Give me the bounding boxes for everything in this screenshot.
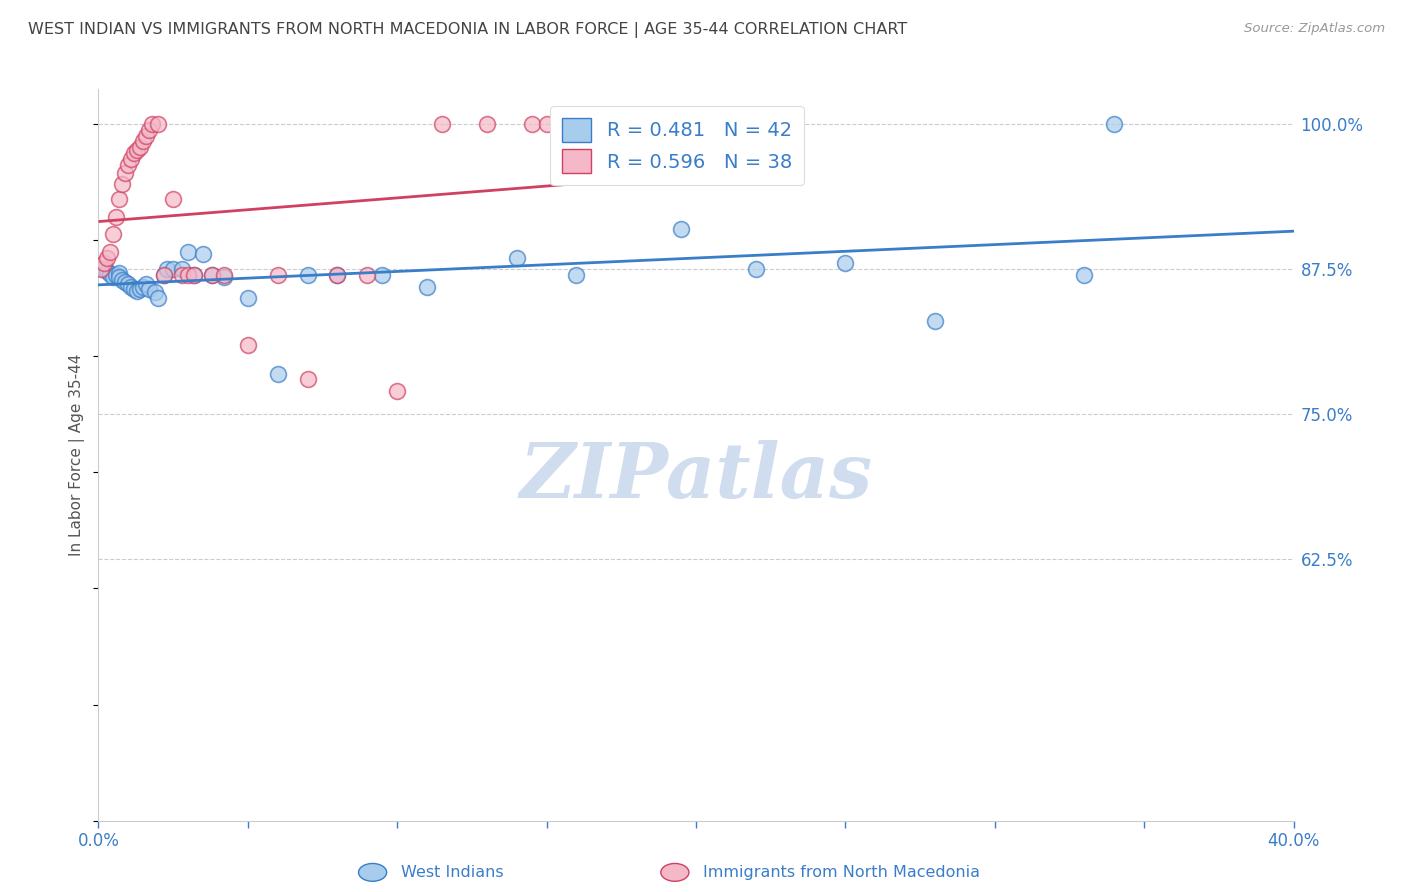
Text: ZIPatlas: ZIPatlas bbox=[519, 440, 873, 514]
Point bbox=[550, 117, 572, 131]
Point bbox=[105, 210, 128, 224]
Point bbox=[103, 227, 125, 242]
Point bbox=[120, 152, 142, 166]
Point bbox=[135, 128, 157, 143]
Text: West Indians: West Indians bbox=[401, 865, 503, 880]
Point bbox=[96, 264, 118, 278]
Point bbox=[183, 268, 205, 282]
Point bbox=[93, 256, 115, 270]
Point bbox=[138, 123, 160, 137]
Point bbox=[669, 221, 692, 235]
Point bbox=[326, 268, 349, 282]
Point bbox=[129, 140, 152, 154]
Point bbox=[745, 262, 768, 277]
Point bbox=[177, 244, 200, 259]
Point bbox=[124, 146, 146, 161]
Point bbox=[138, 282, 160, 296]
Point bbox=[506, 251, 529, 265]
Point bbox=[108, 270, 131, 285]
Point bbox=[236, 337, 259, 351]
Point bbox=[371, 268, 394, 282]
Point bbox=[201, 268, 224, 282]
Point bbox=[100, 244, 122, 259]
Point bbox=[132, 279, 155, 293]
Point bbox=[267, 367, 290, 381]
Point bbox=[475, 117, 498, 131]
Text: Source: ZipAtlas.com: Source: ZipAtlas.com bbox=[1244, 22, 1385, 36]
Point bbox=[117, 277, 139, 292]
Point bbox=[153, 268, 176, 282]
Point bbox=[356, 268, 378, 282]
Point bbox=[96, 251, 118, 265]
Point bbox=[100, 267, 122, 281]
Point bbox=[108, 193, 131, 207]
Point bbox=[141, 117, 163, 131]
Point bbox=[183, 268, 205, 282]
Text: WEST INDIAN VS IMMIGRANTS FROM NORTH MACEDONIA IN LABOR FORCE | AGE 35-44 CORREL: WEST INDIAN VS IMMIGRANTS FROM NORTH MAC… bbox=[28, 22, 907, 38]
Point bbox=[93, 262, 115, 277]
Point bbox=[143, 285, 166, 300]
Point bbox=[177, 268, 200, 282]
Point bbox=[132, 135, 155, 149]
Point bbox=[114, 275, 136, 289]
Point bbox=[120, 279, 142, 293]
Point bbox=[172, 268, 194, 282]
Point bbox=[148, 291, 170, 305]
Point bbox=[90, 262, 112, 277]
Point bbox=[111, 178, 134, 192]
Point bbox=[297, 372, 319, 386]
Point bbox=[297, 268, 319, 282]
Point bbox=[385, 384, 409, 398]
Point bbox=[565, 268, 588, 282]
Point bbox=[153, 268, 176, 282]
Point bbox=[834, 256, 856, 270]
Point bbox=[212, 270, 235, 285]
Point bbox=[162, 193, 184, 207]
Point bbox=[536, 117, 558, 131]
Point bbox=[1073, 268, 1095, 282]
Point bbox=[156, 262, 179, 277]
Point bbox=[124, 282, 146, 296]
Point bbox=[114, 166, 136, 180]
Y-axis label: In Labor Force | Age 35-44: In Labor Force | Age 35-44 bbox=[69, 354, 86, 556]
Point bbox=[430, 117, 453, 131]
Point bbox=[924, 314, 946, 328]
Point bbox=[520, 117, 543, 131]
Point bbox=[1104, 117, 1126, 131]
Point bbox=[127, 284, 149, 298]
Point bbox=[135, 277, 157, 292]
Point bbox=[236, 291, 259, 305]
Point bbox=[129, 282, 152, 296]
Point bbox=[191, 247, 214, 261]
Text: Immigrants from North Macedonia: Immigrants from North Macedonia bbox=[703, 865, 980, 880]
Point bbox=[172, 262, 194, 277]
Point bbox=[117, 158, 139, 172]
Point bbox=[108, 266, 131, 280]
Point bbox=[595, 117, 617, 131]
Point bbox=[267, 268, 290, 282]
Point bbox=[103, 270, 125, 285]
Point bbox=[127, 143, 149, 157]
Point bbox=[162, 262, 184, 277]
Point bbox=[212, 268, 235, 282]
Point bbox=[201, 268, 224, 282]
Point bbox=[111, 272, 134, 286]
Point bbox=[416, 279, 439, 293]
Legend: R = 0.481   N = 42, R = 0.596   N = 38: R = 0.481 N = 42, R = 0.596 N = 38 bbox=[550, 106, 804, 185]
Point bbox=[105, 268, 128, 282]
Point bbox=[148, 117, 170, 131]
Point bbox=[326, 268, 349, 282]
